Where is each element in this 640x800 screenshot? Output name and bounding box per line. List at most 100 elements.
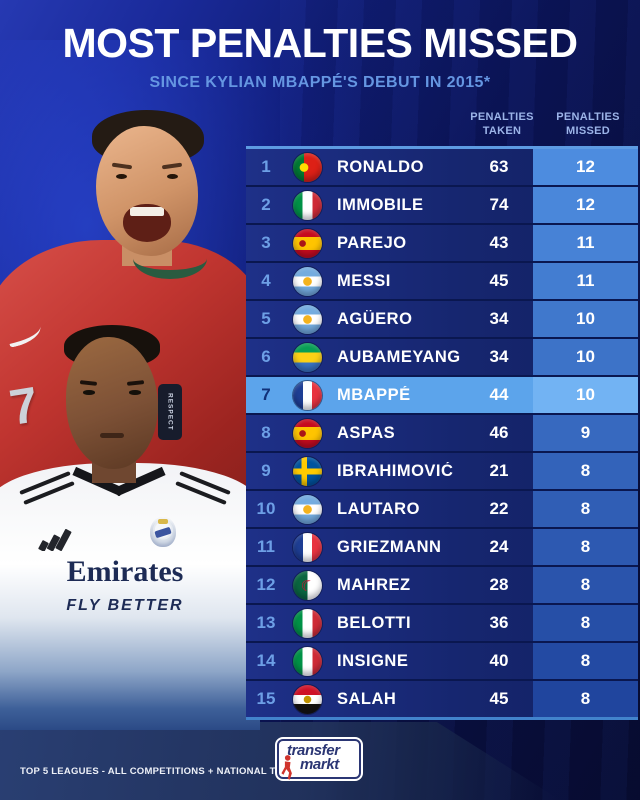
penalties-taken-value: 45 — [489, 271, 509, 290]
penalties-taken-value: 74 — [489, 195, 509, 214]
player-name: AUBAMEYANG — [337, 347, 461, 366]
player-name: SALAH — [337, 689, 397, 708]
flag-algeria-icon — [292, 570, 322, 600]
penalties-missed-value: 10 — [533, 339, 638, 375]
penalties-taken-value: 34 — [489, 309, 509, 328]
table-row: 10 LAUTARO 22 8 — [246, 491, 638, 527]
penalties-taken-value: 63 — [489, 157, 509, 176]
flag-wrap — [286, 494, 328, 524]
flag-gabon-icon — [292, 342, 322, 372]
ranking-table: 1 RONALDO 63 12 2 IMMOBILE 74 12 3 PAREJ… — [246, 146, 638, 720]
flag-italy-icon — [292, 608, 322, 638]
penalties-missed-value: 11 — [533, 263, 638, 299]
rank-cell: 9 — [261, 461, 271, 480]
page-title: MOST PENALTIES MISSED — [62, 20, 578, 66]
player-name: MBAPPÉ — [337, 385, 411, 404]
penalties-missed-value: 8 — [533, 681, 638, 717]
player-name: PAREJO — [337, 233, 407, 252]
penalties-missed-value: 10 — [533, 301, 638, 337]
player-icon — [281, 755, 292, 780]
transfermarkt-logo: transfer markt — [277, 739, 361, 780]
flag-wrap — [286, 570, 328, 600]
flag-wrap — [286, 684, 328, 714]
player-name: IBRAHIMOVIĆ — [337, 461, 454, 480]
table-row: 7 MBAPPÉ 44 10 — [246, 377, 638, 413]
table-row: 15 SALAH 45 8 — [246, 681, 638, 717]
rank-cell: 4 — [261, 271, 271, 290]
rank-cell: 12 — [256, 575, 276, 594]
rank-cell: 1 — [261, 157, 271, 176]
penalties-missed-value: 12 — [533, 149, 638, 185]
penalties-missed-value: 9 — [533, 415, 638, 451]
flag-spain-icon — [292, 418, 322, 448]
penalties-missed-value: 8 — [533, 491, 638, 527]
player-name: BELOTTI — [337, 613, 412, 632]
rank-cell: 8 — [261, 423, 271, 442]
flag-wrap — [286, 304, 328, 334]
flag-wrap — [286, 380, 328, 410]
rank-cell: 2 — [261, 195, 271, 214]
penalties-taken-value: 34 — [489, 347, 509, 366]
footnote: TOP 5 LEAGUES - ALL COMPETITIONS + NATIO… — [20, 766, 298, 777]
player-name: INSIGNE — [337, 651, 409, 670]
rank-cell: 15 — [256, 689, 276, 708]
table-rows: 1 RONALDO 63 12 2 IMMOBILE 74 12 3 PAREJ… — [246, 149, 638, 717]
table-row: 12 MAHREZ 28 8 — [246, 567, 638, 603]
flag-wrap — [286, 190, 328, 220]
penalties-missed-value: 11 — [533, 225, 638, 261]
flag-wrap — [286, 266, 328, 296]
table-row: 3 PAREJO 43 11 — [246, 225, 638, 261]
player-name: MESSI — [337, 271, 391, 290]
player-name: GRIEZMANN — [337, 537, 442, 556]
flag-sweden-icon — [292, 456, 322, 486]
flag-wrap — [286, 456, 328, 486]
flag-wrap — [286, 532, 328, 562]
penalties-taken-value: 44 — [489, 385, 509, 404]
rank-cell: 7 — [261, 385, 271, 404]
table-row: 6 AUBAMEYANG 34 10 — [246, 339, 638, 375]
flag-argentina-icon — [292, 304, 322, 334]
column-header-penalties-taken: PENALTIES TAKEN — [470, 111, 534, 137]
table-row: 14 INSIGNE 40 8 — [246, 643, 638, 679]
player-name: RONALDO — [337, 157, 424, 176]
flag-wrap — [286, 608, 328, 638]
player-name: AGÜERO — [337, 309, 413, 328]
player-name: MAHREZ — [337, 575, 411, 594]
flag-argentina-icon — [292, 266, 322, 296]
table-row: 4 MESSI 45 11 — [246, 263, 638, 299]
penalties-missed-value: 10 — [533, 377, 638, 413]
rank-cell: 14 — [256, 651, 276, 670]
flag-france-icon — [292, 532, 322, 562]
rank-cell: 3 — [261, 233, 271, 252]
table-row: 2 IMMOBILE 74 12 — [246, 187, 638, 223]
flag-wrap — [286, 342, 328, 372]
flag-argentina-icon — [292, 494, 322, 524]
penalties-taken-value: 28 — [489, 575, 509, 594]
penalties-taken-value: 45 — [489, 689, 509, 708]
flag-spain-icon — [292, 228, 322, 258]
player-name: IMMOBILE — [337, 195, 424, 214]
flag-wrap — [286, 228, 328, 258]
penalties-missed-value: 8 — [533, 643, 638, 679]
penalties-missed-value: 12 — [533, 187, 638, 223]
flag-france-icon — [292, 380, 322, 410]
flag-wrap — [286, 646, 328, 676]
penalties-taken-value: 36 — [489, 613, 509, 632]
penalties-taken-value: 46 — [489, 423, 509, 442]
rank-cell: 13 — [256, 613, 276, 632]
table-row: 8 ASPAS 46 9 — [246, 415, 638, 451]
rank-cell: 5 — [261, 309, 271, 328]
penalties-taken-value: 24 — [489, 537, 509, 556]
penalties-taken-value: 43 — [489, 233, 509, 252]
table-row: 1 RONALDO 63 12 — [246, 149, 638, 185]
penalties-taken-value: 40 — [489, 651, 509, 670]
flag-italy-icon — [292, 646, 322, 676]
column-header-penalties-missed: PENALTIES MISSED — [556, 111, 620, 137]
flag-portugal-icon — [292, 152, 322, 182]
table-row: 5 AGÜERO 34 10 — [246, 301, 638, 337]
rank-cell: 10 — [256, 499, 276, 518]
table-row: 13 BELOTTI 36 8 — [246, 605, 638, 641]
table-row: 9 IBRAHIMOVIĆ 21 8 — [246, 453, 638, 489]
page-subtitle: SINCE KYLIAN MBAPPÉ'S DEBUT IN 2015* — [149, 74, 491, 91]
penalties-missed-value: 8 — [533, 605, 638, 641]
